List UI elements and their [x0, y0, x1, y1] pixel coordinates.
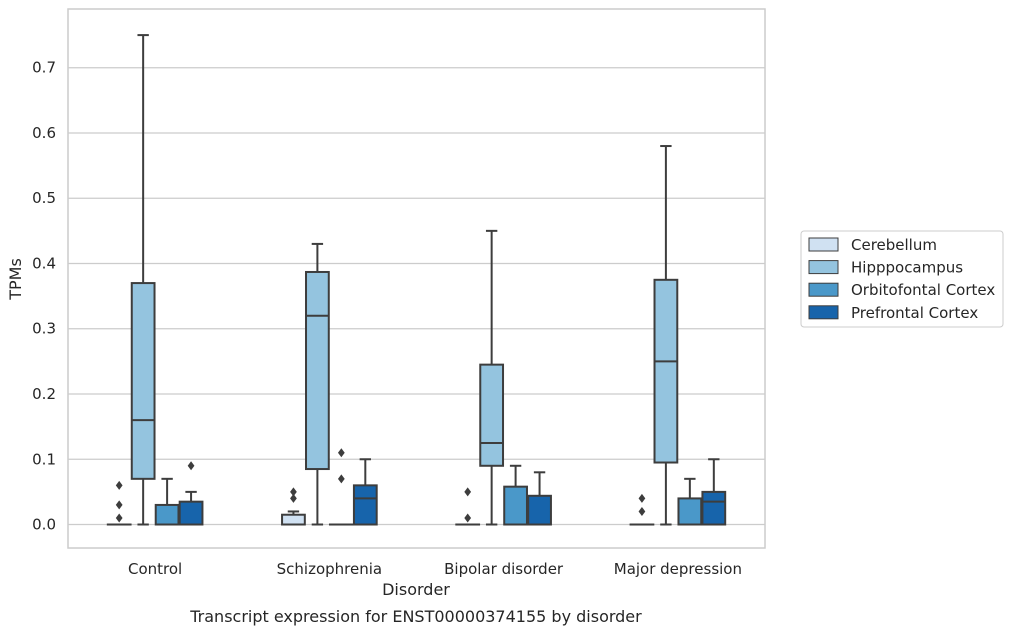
y-tick-label: 0.5 [32, 189, 56, 207]
legend-frame [800, 230, 1004, 328]
x-axis-label: Disorder [382, 580, 450, 599]
box-hipppocampus [305, 242, 330, 526]
chart-caption: Transcript expression for ENST0000037415… [189, 607, 642, 626]
x-tick-label: Major depression [614, 560, 742, 578]
box-orbitofontal-cortex [503, 464, 528, 526]
box-prefrontal-cortex [178, 461, 204, 526]
box-iqr [653, 278, 679, 464]
outlier-point [290, 487, 297, 497]
legend-swatch [808, 260, 839, 275]
y-tick-label: 0.4 [32, 254, 56, 272]
y-tick-label: 0.2 [32, 385, 56, 403]
box-iqr [527, 494, 552, 526]
box-iqr [281, 513, 306, 526]
y-tick-label: 0.7 [32, 59, 56, 77]
box-prefrontal-cortex [352, 458, 378, 526]
box-orbitofontal-cortex [677, 477, 703, 526]
x-tick-label: Schizophrenia [277, 560, 382, 578]
box-iqr [178, 500, 204, 526]
legend-swatch [808, 282, 839, 297]
y-tick-label: 0.1 [32, 450, 56, 468]
box-cerebellum [629, 493, 655, 526]
y-tick-label: 0.6 [32, 124, 56, 142]
box-iqr [352, 484, 378, 526]
outlier-point [464, 513, 472, 523]
box-iqr [503, 485, 528, 526]
box-cerebellum [106, 480, 132, 526]
box-cerebellum [455, 487, 481, 526]
x-tick-label: Bipolar disorder [444, 560, 564, 578]
y-axis-label: TPMs [6, 258, 25, 301]
outlier-point [115, 480, 123, 490]
legend-label: Hipppocampus [851, 259, 963, 277]
legend-label: Prefrontal Cortex [851, 304, 978, 322]
boxes [106, 34, 727, 526]
x-tick-label: Control [128, 560, 182, 578]
box-iqr [701, 490, 727, 526]
x-tick-labels: Control Schizophrenia Bipolar disorder Majo… [128, 560, 742, 578]
outlier-point [115, 513, 123, 523]
y-tick-labels: 0.0 0.1 0.2 0.3 0.4 0.5 0.6 0.7 [32, 59, 56, 534]
outlier-point [638, 506, 646, 516]
legend-label: Cerebellum [851, 236, 937, 254]
outlier-point [464, 487, 472, 497]
legend-label: Orbitofontal Cortex [851, 281, 995, 299]
legend-swatch [808, 305, 839, 320]
outlier-point [337, 474, 345, 484]
box-iqr [154, 503, 180, 526]
legend-swatch [808, 237, 839, 252]
box-iqr [130, 282, 156, 480]
outlier-point [638, 493, 646, 503]
y-tick-label: 0.3 [32, 320, 56, 338]
box-iqr [479, 363, 505, 467]
legend-items: Cerebellum Hipppocampus Orbitofontal Corte… [808, 236, 995, 322]
box-iqr [677, 497, 703, 526]
outlier-point [337, 448, 345, 458]
box-hipppocampus [653, 145, 679, 526]
outlier-point [187, 461, 195, 471]
box-hipppocampus [130, 34, 156, 526]
box-hipppocampus [479, 229, 505, 526]
legend: Cerebellum Hipppocampus Orbitofontal Corte… [800, 230, 1004, 328]
box-orbitofontal-cortex [154, 477, 180, 526]
box-cerebellum [281, 487, 306, 526]
box-prefrontal-cortex [701, 458, 727, 526]
box-iqr [305, 270, 330, 471]
outlier-point [290, 493, 297, 503]
gridlines [68, 67, 765, 526]
outlier-point [115, 500, 123, 510]
plot-frame [67, 8, 766, 549]
y-tick-label: 0.0 [32, 516, 56, 534]
box-orbitofontal-cortex [328, 448, 354, 526]
box-prefrontal-cortex [527, 471, 552, 526]
